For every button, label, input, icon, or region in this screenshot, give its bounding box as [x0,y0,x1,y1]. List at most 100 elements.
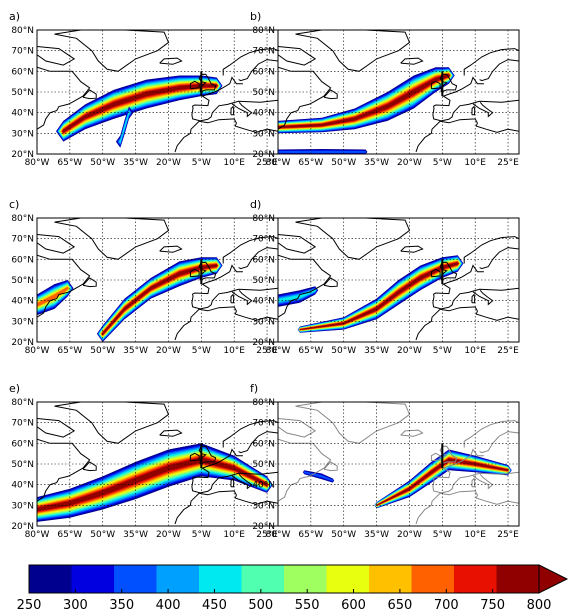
lon-tick-label: 5°W [192,346,211,356]
coastline [278,254,332,318]
coastline [430,80,441,90]
lon-tick-label: 35°W [123,346,148,356]
lat-tick-label: 40°N [252,481,275,491]
plume-contour [278,74,450,129]
coastline [189,268,200,278]
lon-tick-label: 50°W [331,158,356,168]
coastline [472,101,494,118]
lat-tick-label: 70°N [11,419,34,429]
coastline [159,429,183,437]
colorbar-tick-label: 500 [248,598,273,611]
lat-tick-label: 70°N [252,419,275,429]
lat-tick-label: 80°N [11,398,34,408]
coastline [278,66,332,130]
coastlines [278,402,519,525]
coastline [191,76,278,122]
lat-tick-label: 30°N [11,317,34,327]
lat-tick-label: 20°N [11,150,34,160]
lon-tick-label: 35°W [123,158,148,168]
coastline [415,118,519,153]
colorbar-segment [411,565,455,593]
lat-tick-label: 40°N [11,109,34,119]
lon-tick-label: 5°W [192,530,211,540]
coastline [230,477,235,488]
coastline [415,306,519,341]
coastline [432,264,519,310]
coastline [278,418,317,438]
lon-tick-label: 35°W [123,530,148,540]
lat-tick-label: 30°N [252,317,275,327]
colorbar-segment [326,565,370,593]
lon-tick-label: 10°E [223,158,245,168]
lon-tick-label: 20°W [156,158,181,168]
colorbar-extend-arrow [538,564,569,594]
lat-tick-label: 20°N [11,522,34,532]
coastline [37,66,91,130]
coastline [439,261,458,281]
colorbar-tick-label: 800 [527,598,552,611]
coastline [463,48,519,76]
plume-contour [37,456,269,513]
colorbar-segment [29,565,72,593]
graticule [278,30,519,154]
lat-tick-label: 70°N [252,47,275,57]
coastline [37,418,76,438]
coastline [191,264,278,310]
concentration-plume [278,149,368,154]
coastline [82,89,97,100]
coastline [231,473,253,490]
lat-tick-label: 40°N [11,297,34,307]
lat-tick-label: 50°N [252,88,275,98]
coastline [37,46,76,66]
map-panel-d: d) 20°N 30°N 40°N 50°N 60°N 70°N 80°N 80°W 65°W 50… [250,198,520,356]
coastline [231,289,253,306]
lon-tick-label: 20°W [156,346,181,356]
graticule [37,402,278,526]
lon-tick-label: 65°W [57,346,82,356]
coastline [231,101,253,118]
lon-tick-label: 80°W [266,530,291,540]
lat-tick-label: 60°N [252,67,275,77]
coastline [37,438,91,502]
lat-tick-label: 40°N [11,481,34,491]
lat-tick-label: 80°N [11,26,34,36]
plume-contour [299,262,459,331]
colorbar-segment [284,565,327,593]
lat-tick-label: 20°N [252,338,275,348]
lon-tick-label: 35°W [364,346,389,356]
coastline [189,80,200,90]
plume-contour [30,79,35,127]
coastline [472,289,494,306]
lat-tick-label: 80°N [252,398,275,408]
lon-tick-label: 10°E [223,346,245,356]
lon-tick-label: 10°E [223,530,245,540]
colorbar-segment [496,565,540,593]
lon-tick-label: 50°W [90,530,115,540]
lat-tick-label: 60°N [11,255,34,265]
lon-tick-label: 80°W [25,530,50,540]
coastline [323,89,338,100]
coastline [159,245,183,253]
plume-contour [62,84,218,133]
coastline [323,277,338,288]
map-frame [277,29,520,155]
map-panel-c: c) 20°N 30°N 40°N 50°N 60°N 70°N 80°N 80°W 65°W 50… [9,198,279,356]
coastline [439,445,458,465]
panel-label: c) [9,198,19,211]
lon-tick-label: 50°W [90,346,115,356]
lon-tick-label: 25°E [256,346,278,356]
coastline [463,420,519,448]
coastlines [37,30,278,153]
coastline [278,438,332,502]
coastline [439,73,458,93]
lon-tick-label: 65°W [57,530,82,540]
graticule [37,218,278,342]
lon-tick-label: 65°W [298,346,323,356]
coastline [471,293,476,304]
map-panel-e: e) 20°N 30°N 40°N 50°N 60°N 70°N 80°N 80°W 65°W 50… [9,382,279,540]
lat-tick-label: 20°N [252,522,275,532]
lon-tick-label: 20°W [397,530,422,540]
lon-tick-label: 80°W [266,346,291,356]
coastline [430,268,441,278]
coastline [198,445,217,465]
